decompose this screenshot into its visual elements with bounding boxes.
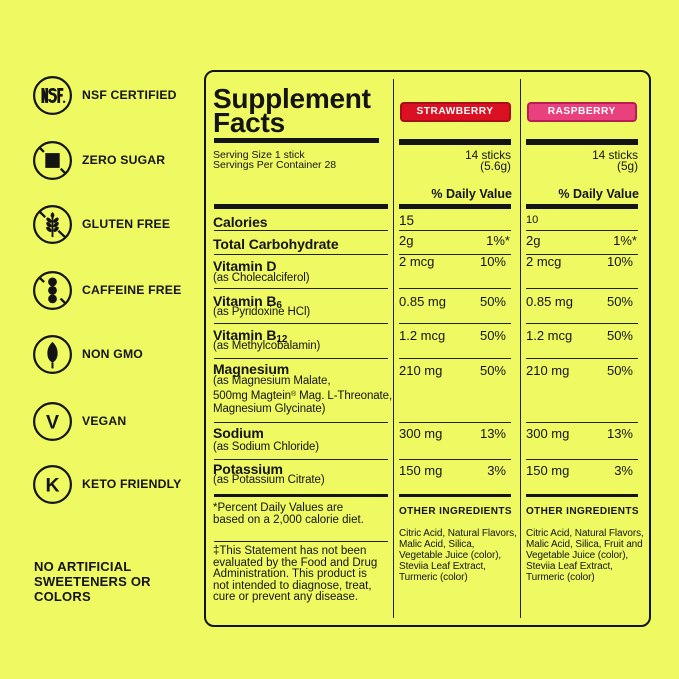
svg-text:V: V — [46, 412, 59, 434]
svg-text:K: K — [45, 475, 59, 497]
